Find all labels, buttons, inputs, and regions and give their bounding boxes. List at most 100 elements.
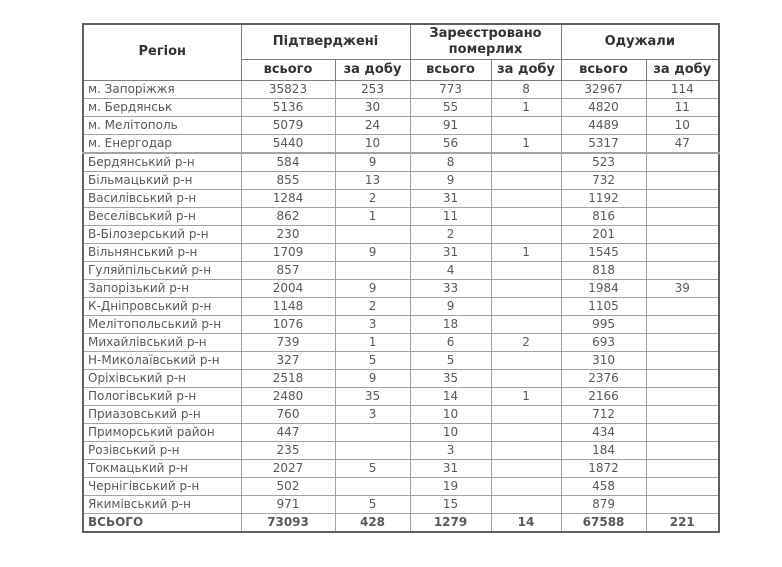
region-cell: В-Білозерський р-н (82, 224, 242, 244)
table-row: Чернігівський р-н 502 19 458 (82, 476, 720, 496)
table-row: Вільнянський р-н 1709 9 31 1 1545 (82, 242, 720, 262)
region-cell: Оріхівський р-н (82, 368, 242, 388)
header-group-row: Регіон Підтверджені Зареєстровано померл… (82, 23, 720, 81)
region-cell: Чернігівський р-н (82, 476, 242, 496)
value-cell: 10 (334, 133, 411, 154)
value-cell (645, 494, 720, 514)
value-cell: 855 (240, 170, 336, 190)
value-cell: 2 (490, 332, 562, 352)
region-cell: Мелітопольський р-н (82, 314, 242, 334)
value-cell: 879 (560, 494, 647, 514)
value-cell: 24 (334, 115, 411, 135)
value-cell (490, 368, 562, 388)
table-row: Бердянський р-н 584 9 8 523 (82, 152, 720, 172)
value-cell: 11 (409, 206, 492, 226)
value-cell (490, 422, 562, 442)
value-cell: 235 (240, 440, 336, 460)
value-cell: 30 (334, 97, 411, 117)
value-cell: 584 (240, 152, 336, 172)
value-cell (645, 368, 720, 388)
total-deaths-per-day: 14 (490, 512, 562, 532)
value-cell: 10 (409, 422, 492, 442)
value-cell: 9 (334, 242, 411, 262)
value-cell (490, 296, 562, 316)
value-cell: 4 (409, 260, 492, 280)
value-cell (645, 476, 720, 496)
value-cell: 760 (240, 404, 336, 424)
region-cell: м. Мелітополь (82, 115, 242, 135)
value-cell: 11 (645, 97, 720, 117)
value-cell: 327 (240, 350, 336, 370)
table-row: м. Бердянськ 5136 30 55 1 4820 11 (82, 97, 720, 117)
region-cell: Н-Миколаївський р-н (82, 350, 242, 370)
header-recovered-per-day: за добу (645, 58, 720, 81)
value-cell: 857 (240, 260, 336, 280)
total-row-label: ВСЬОГО (82, 512, 242, 532)
value-cell (645, 170, 720, 190)
value-cell (334, 440, 411, 460)
value-cell: 13 (334, 170, 411, 190)
table-row: К-Дніпровський р-н 1148 2 9 1105 (82, 296, 720, 316)
value-cell: 502 (240, 476, 336, 496)
value-cell: 47 (645, 133, 720, 154)
region-cell: Приморський район (82, 422, 242, 442)
header-group-confirmed: Підтверджені (240, 23, 411, 60)
value-cell: 2376 (560, 368, 647, 388)
value-cell: 2 (334, 296, 411, 316)
value-cell: 31 (409, 188, 492, 208)
region-cell: К-Дніпровський р-н (82, 296, 242, 316)
value-cell: 773 (409, 79, 492, 99)
region-cell: Веселівський р-н (82, 206, 242, 226)
value-cell (645, 386, 720, 406)
table-row: Приморський район 447 10 434 (82, 422, 720, 442)
value-cell: 201 (560, 224, 647, 244)
value-cell: 32967 (560, 79, 647, 99)
value-cell (490, 170, 562, 190)
value-cell: 1076 (240, 314, 336, 334)
value-cell: 1148 (240, 296, 336, 316)
region-cell: Більмацький р-н (82, 170, 242, 190)
value-cell: 447 (240, 422, 336, 442)
table-row: Василівський р-н 1284 2 31 1192 (82, 188, 720, 208)
value-cell: 3 (409, 440, 492, 460)
value-cell (490, 260, 562, 280)
header-recovered-total: всього (560, 58, 647, 81)
table-row: Гуляйпільський р-н 857 4 818 (82, 260, 720, 280)
value-cell (490, 476, 562, 496)
value-cell: 816 (560, 206, 647, 226)
value-cell: 31 (409, 458, 492, 478)
value-cell: 5317 (560, 133, 647, 154)
value-cell (334, 260, 411, 280)
value-cell (645, 296, 720, 316)
value-cell: 56 (409, 133, 492, 154)
table-row: м. Мелітополь 5079 24 91 4489 10 (82, 115, 720, 135)
value-cell (645, 350, 720, 370)
region-cell: Бердянський р-н (82, 152, 242, 172)
table-row: Розівський р-н 235 3 184 (82, 440, 720, 460)
value-cell: 18 (409, 314, 492, 334)
header-deaths-total: всього (409, 58, 492, 81)
value-cell (490, 152, 562, 172)
header-group-deaths: Зареєстровано померлих (409, 23, 562, 60)
table-row: Веселівський р-н 862 1 11 816 (82, 206, 720, 226)
total-confirmed-total: 73093 (240, 512, 336, 532)
value-cell: 1 (490, 242, 562, 262)
table-row: м. Запоріжжя 35823 253 773 8 32967 114 (82, 79, 720, 99)
value-cell: 35823 (240, 79, 336, 99)
table-row: Михайлівський р-н 739 1 6 2 693 (82, 332, 720, 352)
value-cell: 310 (560, 350, 647, 370)
total-recovered-per-day: 221 (645, 512, 720, 532)
value-cell: 3 (334, 314, 411, 334)
value-cell: 739 (240, 332, 336, 352)
header-confirmed-per-day: за добу (334, 58, 411, 81)
value-cell: 693 (560, 332, 647, 352)
value-cell: 5 (334, 494, 411, 514)
value-cell: 5440 (240, 133, 336, 154)
value-cell: 2027 (240, 458, 336, 478)
table-row: Запорізький р-н 2004 9 33 1984 39 (82, 278, 720, 298)
value-cell (645, 206, 720, 226)
region-cell: Михайлівський р-н (82, 332, 242, 352)
value-cell (645, 188, 720, 208)
value-cell: 995 (560, 314, 647, 334)
